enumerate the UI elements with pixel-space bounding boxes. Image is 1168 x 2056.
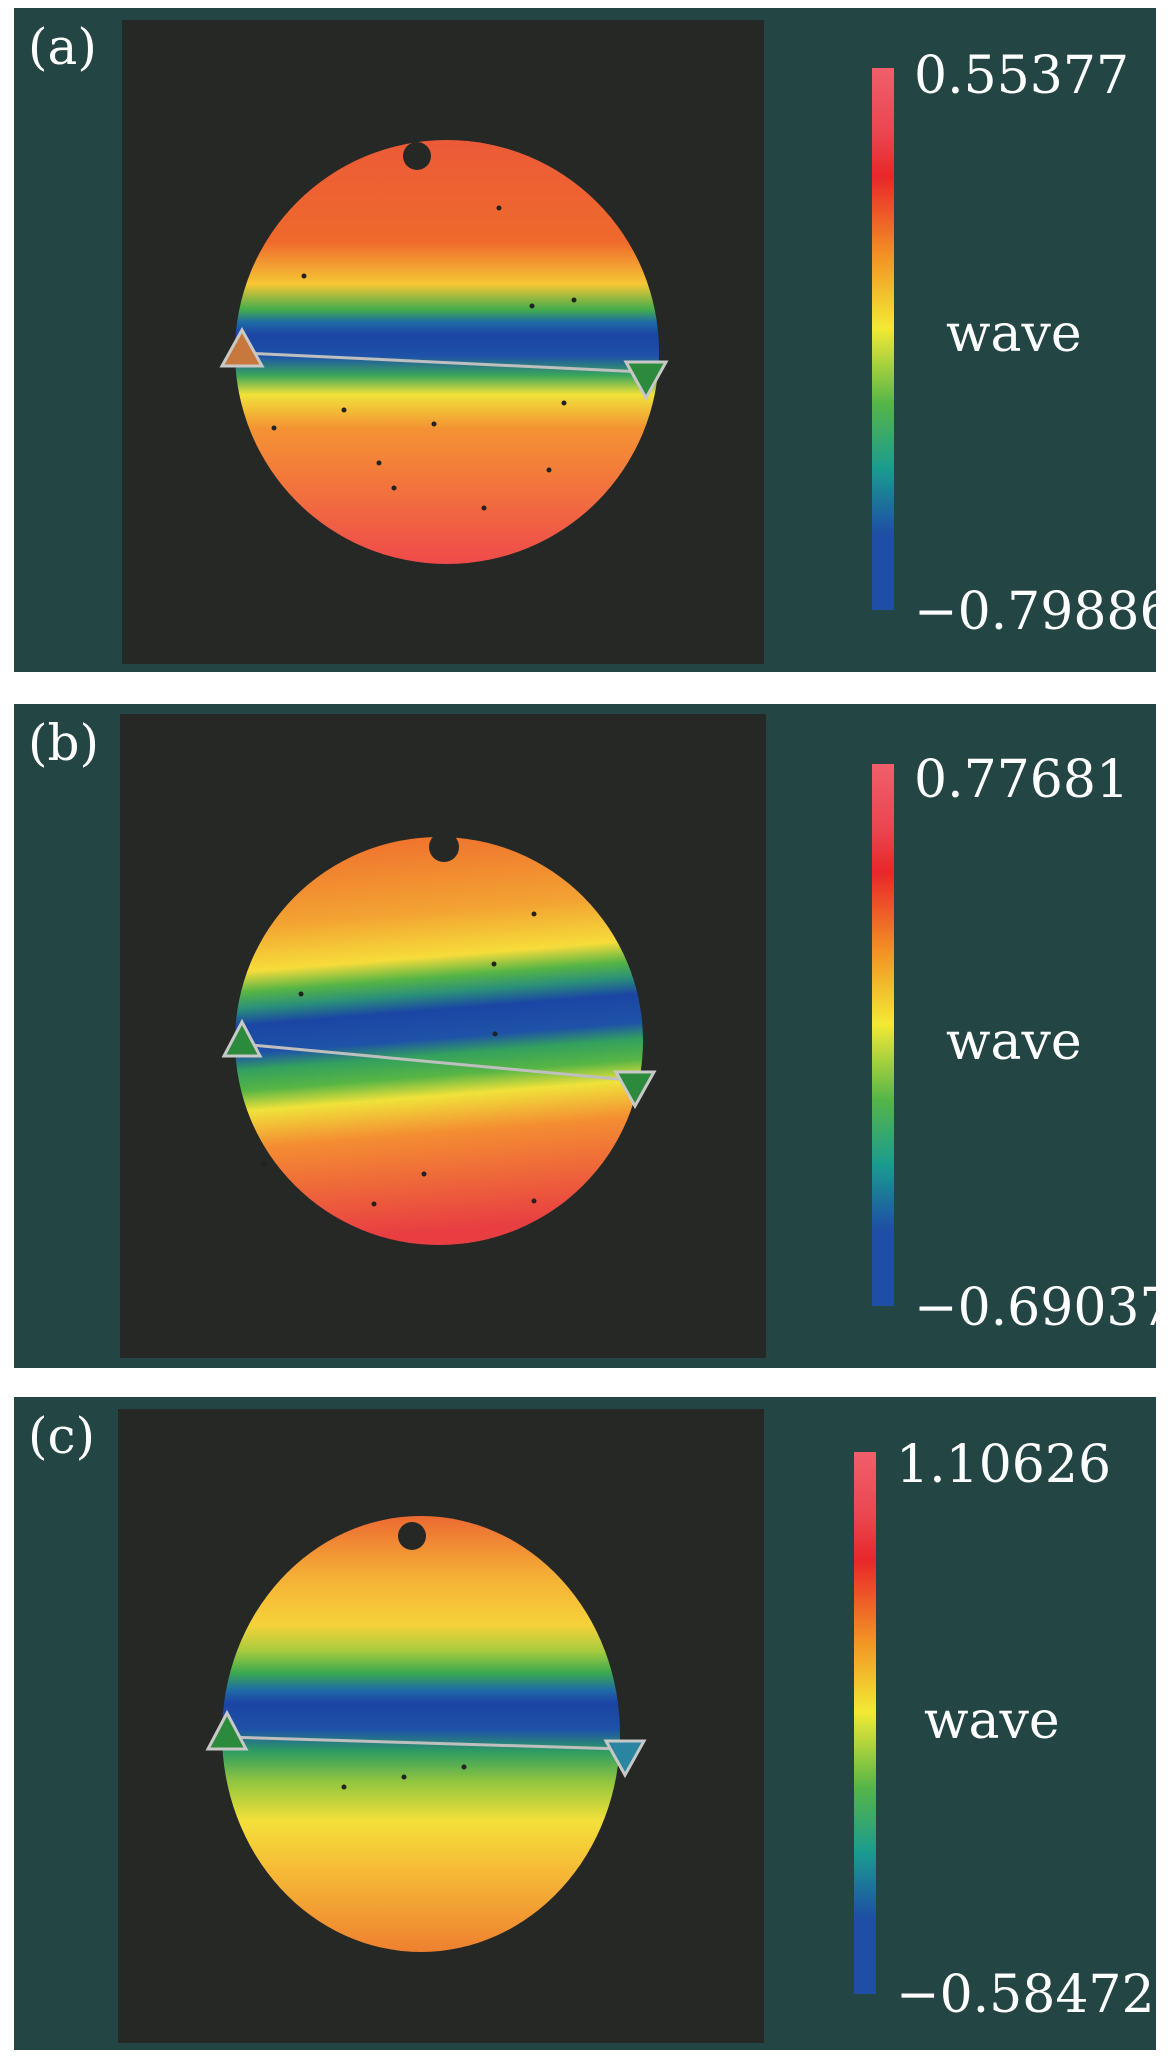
panel-label-a: (a) [28, 18, 97, 76]
profile-line-c [225, 1735, 623, 1751]
end-marker-c-icon [603, 1739, 647, 1779]
notch-a [403, 142, 431, 170]
defect-dots-c [341, 1764, 467, 1790]
panel-label-c: (c) [28, 1407, 96, 1465]
wavefront-disc-b [235, 837, 643, 1245]
scale-unit-b: wave [946, 1012, 1082, 1072]
start-marker-c-icon [205, 1709, 249, 1751]
color-scale-b [872, 764, 894, 1306]
color-scale-c [854, 1452, 876, 1994]
phase-map-c [118, 1409, 876, 2043]
phase-map-b [120, 714, 894, 1358]
scale-max-b: 0.77681 [914, 750, 1130, 810]
scale-min-b: −0.69037 [914, 1278, 1168, 1338]
defect-dots-b [261, 911, 537, 1207]
interferogram-panel-c: (c) 1.10626 wave −0.58472 [14, 1397, 1156, 2050]
defect-dots-a [271, 205, 577, 511]
scale-unit-c: wave [924, 1691, 1060, 1751]
scale-max-c: 1.10626 [896, 1435, 1112, 1495]
scale-unit-a: wave [946, 304, 1082, 364]
color-scale-a [872, 68, 894, 610]
scale-min-c: −0.58472 [896, 1965, 1155, 2025]
interferogram-panel-a: (a) 0.55377 wave −0.79886 [14, 8, 1168, 672]
profile-line-a [243, 351, 645, 374]
phase-map-a [122, 20, 894, 664]
profile-line-b [239, 1042, 629, 1082]
wavefront-disc-c [222, 1516, 620, 1952]
interferogram-panel-b: (b) 0.77681 wave −0.69037 [14, 704, 1168, 1368]
notch-b [429, 832, 459, 862]
scale-max-a: 0.55377 [914, 46, 1130, 106]
start-marker-b-icon [221, 1018, 263, 1058]
wavefront-disc-a [235, 140, 659, 564]
end-marker-b-icon [613, 1070, 657, 1110]
start-marker-a-icon [219, 326, 265, 368]
end-marker-a-icon [623, 360, 669, 402]
scale-min-a: −0.79886 [914, 582, 1168, 642]
panel-label-b: (b) [28, 714, 100, 772]
notch-c [398, 1522, 426, 1550]
